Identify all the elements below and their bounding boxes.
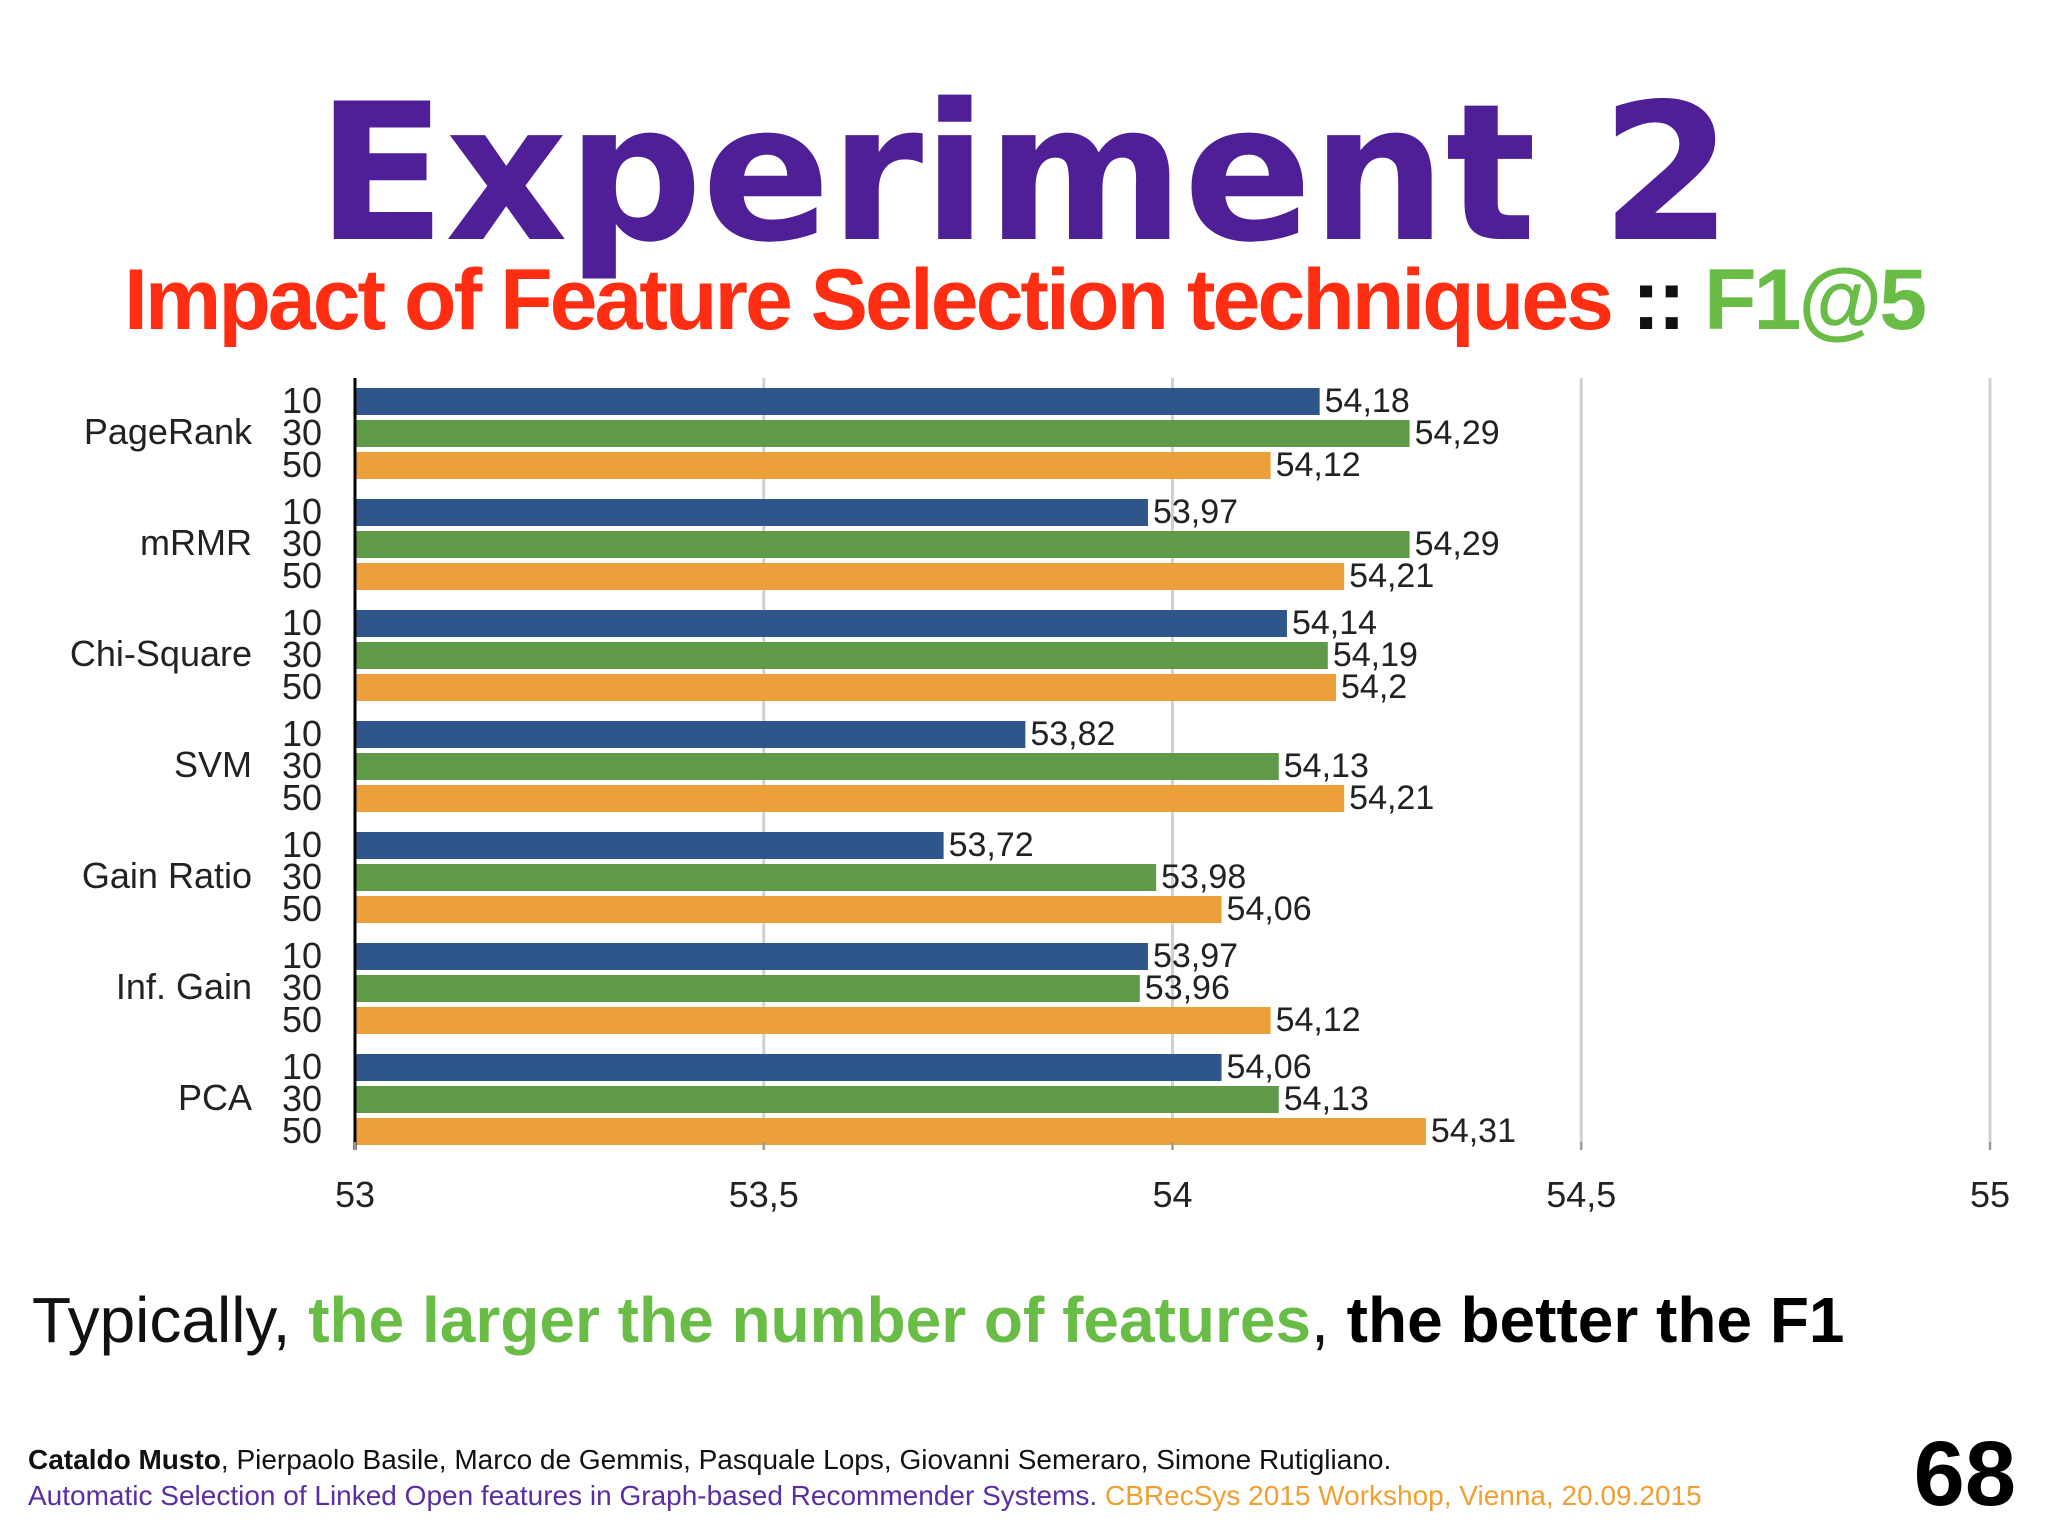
caption-lead: Typically,: [32, 1284, 309, 1356]
category-label: Gain Ratio: [82, 855, 252, 896]
data-label: 54,18: [1325, 382, 1410, 420]
x-tick-label: 55: [1970, 1174, 2010, 1215]
paper-reference: Automatic Selection of Linked Open featu…: [28, 1478, 1702, 1514]
series-tick-label: 10: [282, 602, 322, 643]
data-label: 54,29: [1415, 525, 1500, 563]
series-tick-label: 30: [282, 856, 322, 897]
bar: [355, 1118, 1426, 1145]
bar: [355, 674, 1336, 701]
bar: [355, 531, 1410, 558]
series-tick-label: 10: [282, 935, 322, 976]
series-tick-label: 50: [282, 666, 322, 707]
series-tick-label: 50: [282, 777, 322, 818]
data-label: 53,98: [1161, 858, 1246, 896]
bar: [355, 610, 1287, 637]
series-tick-label: 50: [282, 555, 322, 596]
data-label: 53,97: [1153, 493, 1238, 531]
data-label: 54,12: [1276, 1001, 1361, 1039]
bar: [355, 1007, 1271, 1034]
bar: [355, 785, 1345, 812]
lead-author: Cataldo Musto: [28, 1444, 221, 1475]
data-label: 54,29: [1415, 414, 1500, 452]
x-tick-label: 54,5: [1546, 1174, 1616, 1215]
series-tick-label: 30: [282, 523, 322, 564]
bar: [355, 1086, 1279, 1113]
bar: [355, 1054, 1222, 1081]
bar: [355, 943, 1148, 970]
series-tick-label: 30: [282, 745, 322, 786]
data-label: 54,31: [1431, 1112, 1516, 1150]
bar: [355, 388, 1320, 415]
category-label: Inf. Gain: [116, 966, 252, 1007]
bar: [355, 864, 1157, 891]
data-label: 54,2: [1341, 668, 1407, 706]
series-tick-label: 30: [282, 1078, 322, 1119]
caption-conclusion: the better the F1: [1346, 1284, 1845, 1356]
subtitle-metric: F1@5: [1703, 252, 1927, 348]
series-tick-label: 50: [282, 444, 322, 485]
data-label: 53,72: [949, 826, 1034, 864]
x-tick-label: 53: [335, 1174, 375, 1215]
x-tick-label: 54: [1152, 1174, 1192, 1215]
authors-line: Cataldo Musto, Pierpaolo Basile, Marco d…: [28, 1442, 1391, 1478]
slide-caption: Typically, the larger the number of feat…: [32, 1282, 2032, 1358]
data-label: 54,19: [1333, 636, 1418, 674]
slide-subtitle: Impact of Feature Selection techniques :…: [0, 250, 2048, 350]
data-label: 54,06: [1227, 890, 1312, 928]
co-authors: , Pierpaolo Basile, Marco de Gemmis, Pas…: [220, 1444, 1392, 1475]
venue: CBRecSys 2015 Workshop, Vienna, 20.09.20…: [1097, 1480, 1702, 1511]
data-label: 54,21: [1349, 779, 1434, 817]
caption-highlight: the larger the number of features: [308, 1284, 1312, 1356]
data-label: 54,06: [1227, 1048, 1312, 1086]
category-label: mRMR: [140, 522, 252, 563]
page-number: 68: [1913, 1423, 2016, 1525]
bar-chart: 54,18 10 54,29 30 54,12 50 PageRank 53,97 10 54,2…: [70, 378, 2010, 1215]
bar: [355, 832, 944, 859]
slide-title: Experiment 2: [316, 63, 1732, 284]
bar: [355, 452, 1271, 479]
series-tick-label: 10: [282, 491, 322, 532]
category-label: Chi-Square: [70, 633, 252, 674]
data-label: 54,13: [1284, 747, 1369, 785]
series-tick-label: 10: [282, 824, 322, 865]
data-label: 54,21: [1349, 557, 1434, 595]
bar: [355, 721, 1026, 748]
series-tick-label: 30: [282, 634, 322, 675]
series-tick-label: 30: [282, 967, 322, 1008]
bar: [355, 420, 1410, 447]
bar: [355, 753, 1279, 780]
bar: [355, 896, 1222, 923]
series-tick-label: 10: [282, 713, 322, 754]
series-tick-label: 30: [282, 412, 322, 453]
paper-title: Automatic Selection of Linked Open featu…: [28, 1480, 1098, 1511]
data-label: 54,12: [1276, 446, 1361, 484]
bar: [355, 499, 1148, 526]
category-label: PCA: [178, 1077, 252, 1118]
data-label: 53,96: [1145, 969, 1230, 1007]
series-tick-label: 10: [282, 380, 322, 421]
series-tick-label: 50: [282, 999, 322, 1040]
subtitle-topic: Impact of Feature Selection techniques: [123, 252, 1614, 348]
data-label: 54,14: [1292, 604, 1377, 642]
series-tick-label: 50: [282, 888, 322, 929]
bar: [355, 563, 1345, 590]
data-label: 54,13: [1284, 1080, 1369, 1118]
category-label: SVM: [174, 744, 252, 785]
series-tick-label: 10: [282, 1046, 322, 1087]
series-tick-label: 50: [282, 1110, 322, 1151]
bar: [355, 642, 1328, 669]
data-label: 53,97: [1153, 937, 1238, 975]
bar: [355, 975, 1140, 1002]
data-label: 53,82: [1030, 715, 1115, 753]
caption-comma: ,: [1311, 1284, 1347, 1356]
category-label: PageRank: [84, 411, 253, 452]
subtitle-separator: ::: [1610, 252, 1704, 348]
x-tick-label: 53,5: [729, 1174, 799, 1215]
